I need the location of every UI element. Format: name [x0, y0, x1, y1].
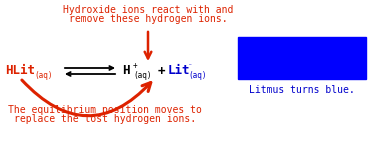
Text: replace the lost hydrogen ions.: replace the lost hydrogen ions. — [14, 114, 196, 124]
Text: H: H — [122, 64, 130, 77]
Text: +: + — [133, 61, 138, 70]
Text: Hydroxide ions react with and: Hydroxide ions react with and — [63, 5, 233, 15]
Text: ⁻: ⁻ — [188, 61, 192, 70]
Text: Lit: Lit — [168, 64, 191, 77]
FancyArrowPatch shape — [22, 80, 151, 116]
Text: (aq): (aq) — [34, 70, 53, 79]
Text: remove these hydrogen ions.: remove these hydrogen ions. — [69, 14, 227, 24]
Text: (aq): (aq) — [188, 70, 206, 79]
Text: The equilibrium position moves to: The equilibrium position moves to — [8, 105, 202, 115]
Text: Litmus turns blue.: Litmus turns blue. — [249, 85, 355, 95]
Bar — [238, 37, 366, 79]
Text: +: + — [158, 64, 166, 77]
Text: (aq): (aq) — [133, 70, 152, 79]
Text: HLit: HLit — [5, 64, 35, 77]
